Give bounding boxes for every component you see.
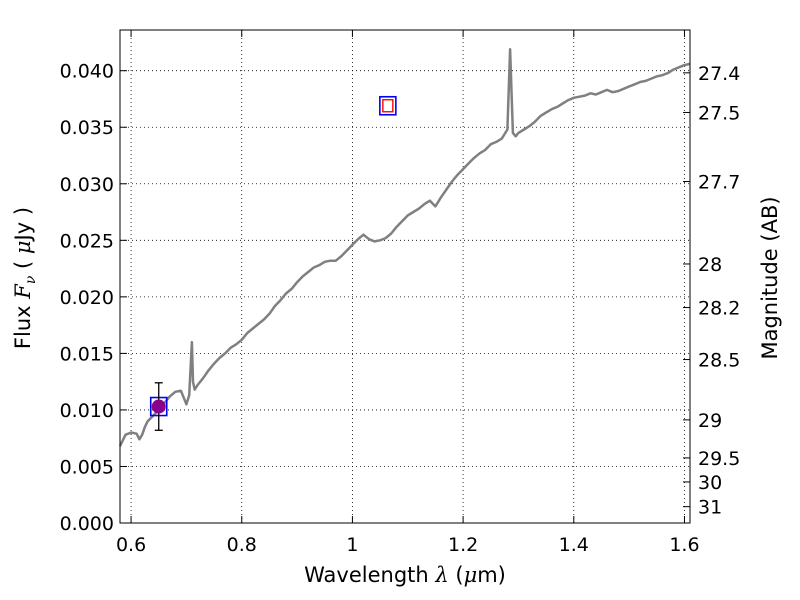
y-tick-label: 0.035	[60, 117, 114, 139]
plot-frame	[119, 29, 691, 524]
y-axis-label: Flux Fν ( μJy )	[11, 207, 39, 349]
y-axis-label-unit-rest: Jy )	[11, 207, 35, 243]
photometry-points	[149, 95, 397, 431]
x-tick-label: 0.8	[227, 534, 257, 556]
y2-tick-label: 29	[698, 410, 722, 432]
observed-flux-point	[151, 399, 166, 414]
y-axis-label-prefix: Flux	[11, 299, 35, 349]
model-flux-marker	[382, 99, 394, 113]
grid-lines	[120, 30, 690, 524]
y-axis-label-unit-mu: μ	[11, 240, 35, 254]
y-tick-label: 0.000	[60, 513, 114, 535]
filter-band-marker	[379, 95, 397, 116]
y2-tick-label: 28.2	[698, 298, 740, 320]
axis-ticks: 0.6 0.8 1 1.2 1.4 1.6 0.000 0.005 0.010 0.015 0.02…	[60, 30, 740, 556]
x-axis-label-unit-rest: m)	[477, 563, 506, 587]
y2-tick-label: 27.4	[698, 63, 740, 85]
y2-axis-label: Magnitude (AB)	[758, 196, 782, 359]
y2-tick-label: 28	[698, 254, 722, 276]
x-tick-label: 1.4	[559, 534, 589, 556]
y-tick-label: 0.010	[60, 400, 114, 422]
y2-tick-label: 30	[698, 472, 722, 494]
spectrum-series	[118, 47, 691, 447]
x-axis-label-unit-mu: μ	[464, 563, 478, 587]
x-tick-label: 0.6	[116, 534, 146, 556]
y-tick-label: 0.020	[60, 287, 114, 309]
x-axis-label-unit-open: (	[449, 563, 464, 587]
y-tick-label: 0.025	[60, 230, 114, 252]
y-axis-label-unit-open: (	[11, 254, 35, 276]
y2-tick-label: 29.5	[698, 448, 740, 470]
y-axis-label-symbol: F	[11, 283, 35, 300]
x-axis-label: Wavelength λ (μm)	[304, 563, 506, 587]
y-tick-label: 0.005	[60, 456, 114, 478]
spectrum-line	[118, 47, 691, 447]
y2-tick-label: 31	[698, 497, 722, 519]
x-tick-label: 1.6	[669, 534, 699, 556]
y2-tick-label: 27.5	[698, 102, 740, 124]
y-axis-label-subscript: ν	[23, 275, 39, 284]
x-tick-label: 1	[346, 534, 358, 556]
y2-tick-label: 27.7	[698, 172, 740, 194]
x-axis-label-symbol: λ	[434, 563, 448, 587]
y-tick-label: 0.030	[60, 174, 114, 196]
x-tick-label: 1.2	[448, 534, 478, 556]
y-tick-label: 0.015	[60, 343, 114, 365]
x-axis-label-prefix: Wavelength	[304, 563, 435, 587]
y-tick-label: 0.040	[60, 61, 114, 83]
y2-tick-label: 28.5	[698, 350, 740, 372]
